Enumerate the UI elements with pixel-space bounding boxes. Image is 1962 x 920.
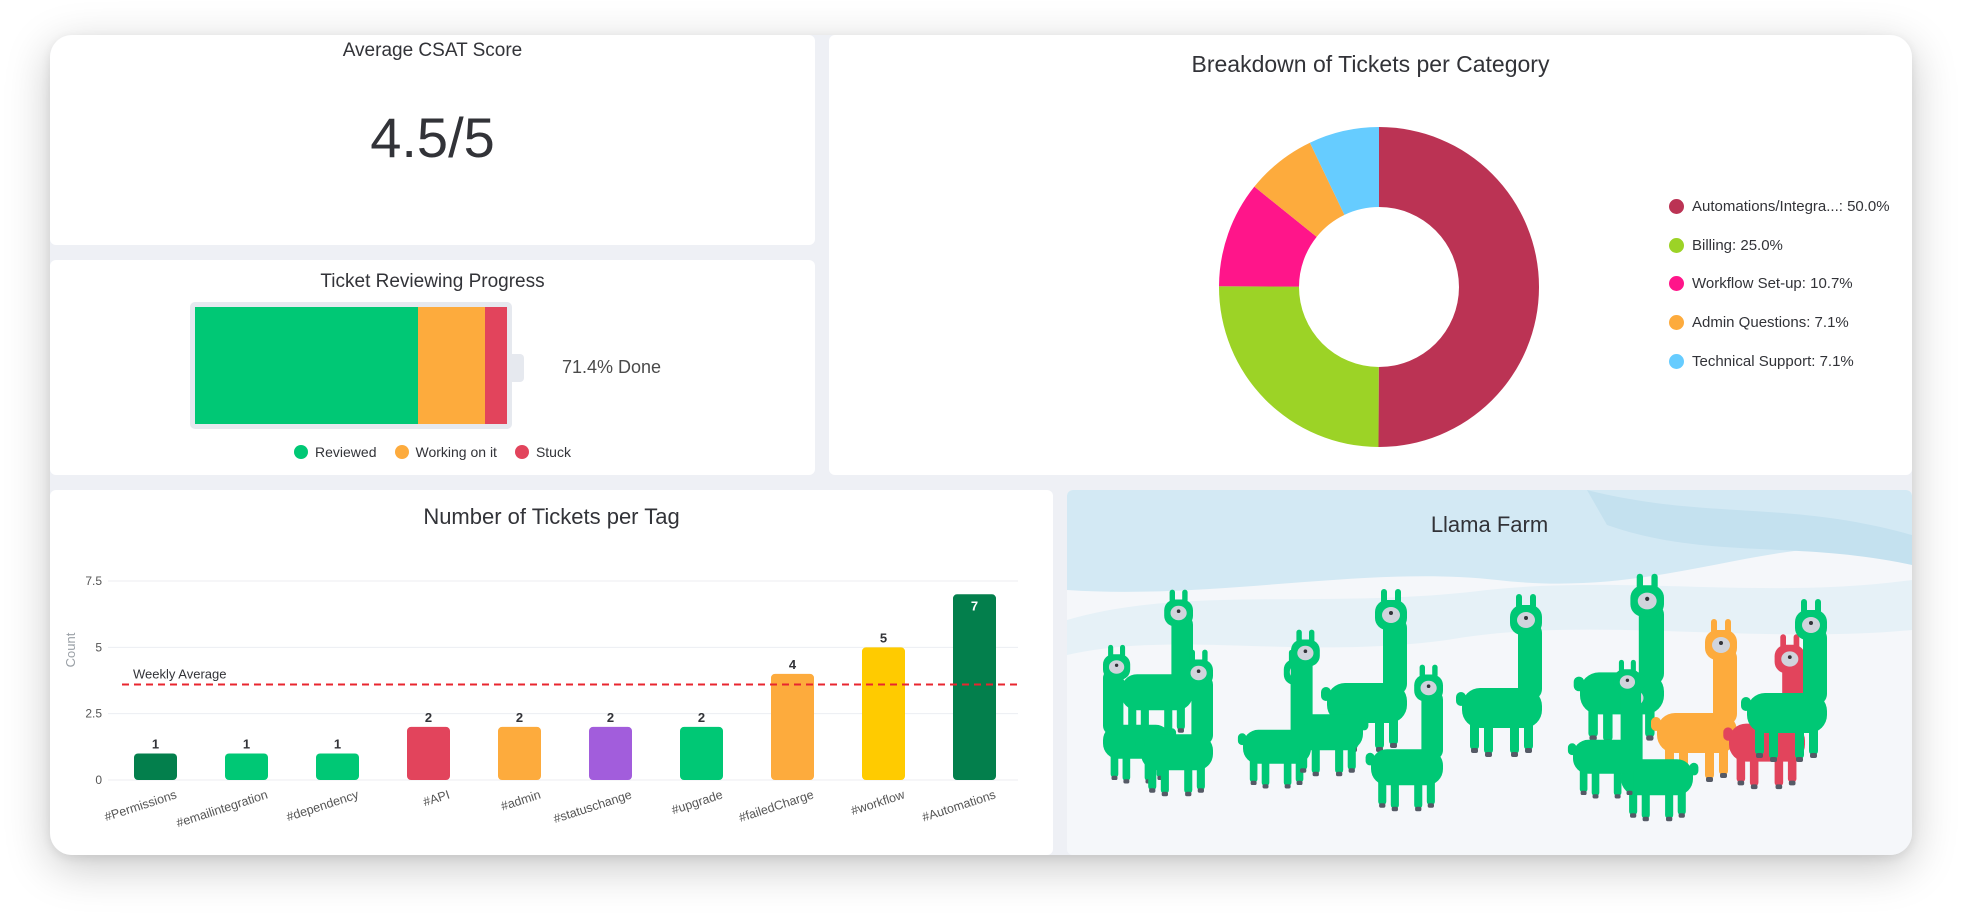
x-tick-label: #statuschange: [552, 788, 634, 826]
bar-workflow[interactable]: [862, 647, 905, 780]
llama-farm-widget[interactable]: Llama Farm: [1067, 490, 1912, 855]
progress-segment-working-on-it: [417, 307, 485, 424]
donut-slice-admin-questions[interactable]: [1254, 142, 1345, 237]
llama-icon: [1741, 599, 1827, 762]
donut-legend: Automations/Integra...: 50.0% Billing: 25…: [1669, 187, 1890, 381]
x-tick-label: #admin: [499, 788, 542, 814]
progress-legend-item-working-on-it: Working on it: [394, 444, 497, 460]
progress-widget[interactable]: Ticket Reviewing Progress 71.4% Done Rev…: [50, 260, 815, 475]
bar-value-label: 1: [243, 736, 250, 751]
tags-title: Number of Tickets per Tag: [423, 504, 680, 529]
donut-legend-item-technical-support[interactable]: Technical Support: 7.1%: [1669, 342, 1890, 381]
progress-title: Ticket Reviewing Progress: [320, 271, 545, 292]
bar-api[interactable]: [407, 726, 450, 780]
dashboard: Average CSAT Score 4.5/5 Ticket Reviewin…: [50, 35, 1912, 855]
x-tick-label: #dependency: [285, 787, 361, 824]
donut-slice-billing[interactable]: [1219, 286, 1379, 447]
bar-emailintegration[interactable]: [225, 753, 268, 780]
legend-dot-icon: [1669, 276, 1684, 292]
bar-value-label: 2: [425, 710, 432, 725]
bar-failedcharge[interactable]: [771, 673, 814, 780]
donut-legend-item-admin-questions[interactable]: Admin Questions: 7.1%: [1669, 303, 1890, 342]
llama-icon: [1291, 629, 1369, 777]
donut-legend-label: Admin Questions: 7.1%: [1692, 314, 1849, 332]
bar-value-label: 5: [880, 630, 887, 645]
llama-icon: [1651, 619, 1737, 782]
bar-value-label: 1: [334, 736, 341, 751]
donut-legend-label: Technical Support: 7.1%: [1692, 352, 1854, 370]
progress-legend-item-stuck: Stuck: [514, 444, 571, 460]
progress-legend-label: Reviewed: [315, 444, 377, 460]
legend-dot-icon: [1669, 353, 1684, 369]
progress-legend-label: Stuck: [535, 444, 571, 460]
donut-title: Breakdown of Tickets per Category: [1191, 51, 1550, 77]
llama-icon: [1115, 589, 1193, 737]
donut-legend-label: Workflow Set-up: 10.7%: [1692, 275, 1853, 293]
y-tick-label: 2.5: [85, 707, 102, 721]
bar-automations[interactable]: [953, 594, 996, 780]
legend-dot-icon: [1669, 315, 1684, 331]
tickets-per-tag-widget[interactable]: Number of Tickets per Tag 0 2.5 5 7.5 Count 1…: [50, 490, 1053, 855]
donut-slice-workflow-set-up[interactable]: [1219, 186, 1317, 287]
csat-value: 4.5/5: [370, 106, 495, 169]
progress-legend-item-reviewed: Reviewed: [294, 444, 377, 460]
y-tick-label: 7.5: [85, 574, 102, 588]
legend-dot-icon: [1669, 237, 1684, 253]
farm-title: Llama Farm: [1430, 512, 1549, 537]
bar-value-label: 2: [607, 710, 614, 725]
legend-dot-icon: [1669, 198, 1684, 214]
csat-widget[interactable]: Average CSAT Score 4.5/5: [50, 35, 815, 245]
legend-dot-icon: [514, 445, 529, 459]
bar-value-label: 1: [152, 736, 159, 751]
progress-track-end: [512, 354, 524, 382]
progress-legend: Reviewed Working on it Stuck: [50, 444, 815, 460]
donut-chart: [1219, 127, 1540, 448]
y-tick-label: 5: [95, 640, 102, 654]
llama-icon: [1567, 659, 1641, 799]
x-tick-label: #workflow: [849, 787, 907, 818]
x-tick-label: #failedCharge: [737, 788, 815, 825]
progress-segment-stuck: [484, 307, 507, 424]
donut-legend-label: Billing: 25.0%: [1692, 236, 1783, 254]
tags-bar-chart: 0 2.5 5 7.5 Count 1 #Permissions 1 #emailintegra…: [63, 574, 1018, 831]
bar-value-label: 2: [698, 710, 705, 725]
llama-icon: [1456, 594, 1542, 757]
donut-legend-label: Automations/Integra...: 50.0%: [1692, 197, 1890, 215]
y-tick-label: 0: [95, 773, 102, 787]
y-axis-label: Count: [63, 632, 78, 667]
donut-slice-automations-integra[interactable]: [1378, 127, 1540, 448]
llama-icon: [1135, 649, 1213, 797]
progress-done-label: 71.4% Done: [562, 357, 662, 377]
bar-value-label: 2: [516, 710, 523, 725]
bar-value-label: 4: [789, 657, 797, 672]
legend-dot-icon: [294, 445, 309, 459]
x-tick-label: #API: [421, 788, 451, 810]
llama-farm-scene: [1067, 490, 1912, 855]
bar-statuschange[interactable]: [589, 726, 632, 780]
x-tick-label: #emailintegration: [175, 788, 270, 831]
llama-icon: [1723, 634, 1805, 790]
donut-slice-technical-support[interactable]: [1309, 127, 1379, 215]
x-tick-label: #upgrade: [670, 788, 725, 818]
donut-legend-item-automations-integra[interactable]: Automations/Integra...: 50.0%: [1669, 187, 1890, 226]
bar-permissions[interactable]: [134, 753, 177, 780]
legend-dot-icon: [394, 445, 409, 459]
progress-legend-label: Working on it: [415, 444, 497, 460]
donut-legend-item-workflow-set-up[interactable]: Workflow Set-up: 10.7%: [1669, 265, 1890, 304]
bar-dependency[interactable]: [316, 753, 359, 780]
bar-admin[interactable]: [498, 726, 541, 780]
bar-value-label: 7: [971, 598, 978, 613]
bar-upgrade[interactable]: [680, 726, 723, 780]
farm-hill: [1067, 580, 1912, 655]
csat-title: Average CSAT Score: [342, 40, 523, 61]
category-breakdown-widget[interactable]: Breakdown of Tickets per Category Automa…: [829, 35, 1912, 475]
donut-legend-item-billing[interactable]: Billing: 25.0%: [1669, 226, 1890, 265]
x-tick-label: #Permissions: [103, 788, 179, 825]
x-tick-label: #Automations: [920, 788, 997, 825]
progress-bar: [195, 307, 507, 424]
farm-sky-band: [1587, 490, 1912, 565]
progress-segment-reviewed: [195, 307, 418, 424]
llama-icon: [1365, 664, 1443, 812]
weekly-average-label: Weekly Average: [133, 666, 226, 681]
